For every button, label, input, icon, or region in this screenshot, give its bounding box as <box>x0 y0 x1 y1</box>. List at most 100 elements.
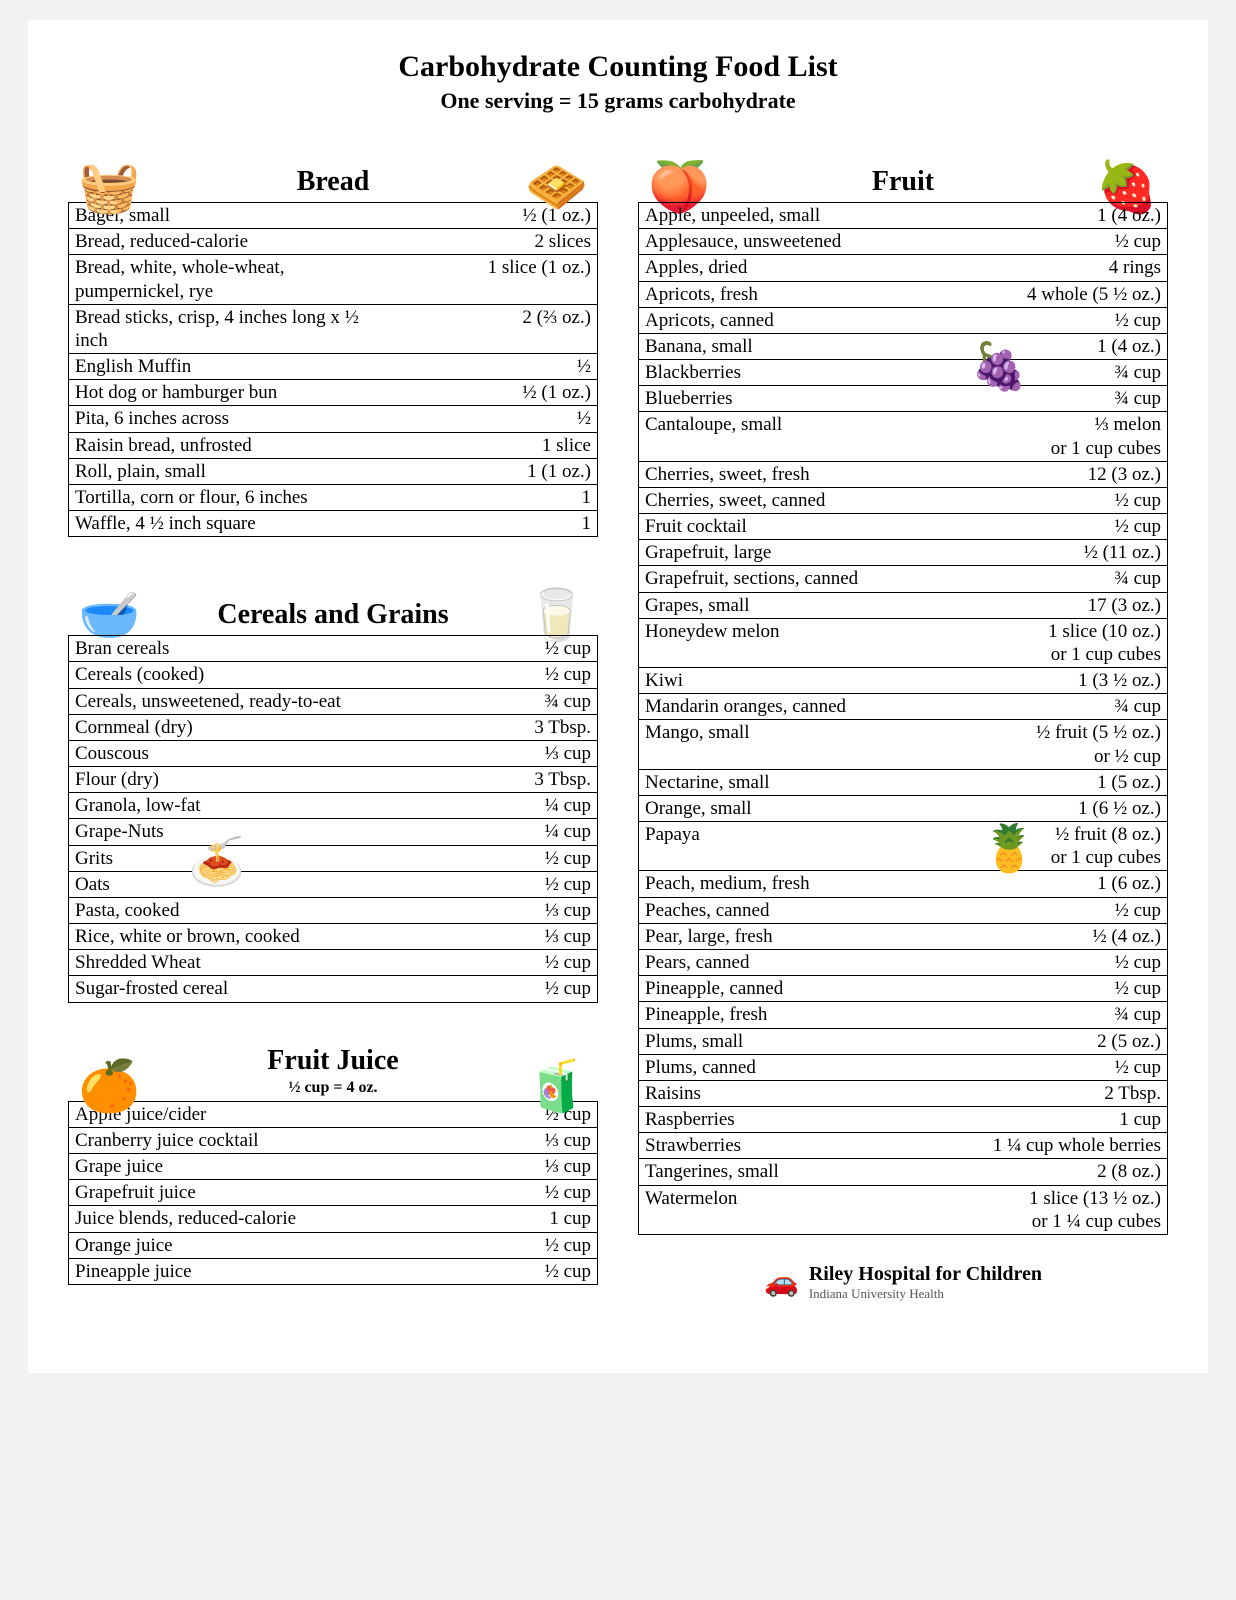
food-name: Hot dog or hamburger bun <box>69 380 394 406</box>
food-amount: ½ (4 oz.) <box>964 923 1168 949</box>
food-amount: ¾ cup <box>964 360 1168 386</box>
food-amount: ½ cup <box>394 1232 598 1258</box>
food-name: Grape-Nuts <box>69 819 394 845</box>
food-amount: ¾ cup <box>394 688 598 714</box>
food-name: Watermelon <box>639 1185 964 1234</box>
food-amount: 2 (⅔ oz.) <box>394 304 598 353</box>
food-amount: ⅓ cup <box>394 1153 598 1179</box>
table-row: Bran cereals½ cup <box>69 636 598 662</box>
table-row: Cantaloupe, small⅓ melonor 1 cup cubes <box>639 412 1168 461</box>
food-name: Cereals, unsweetened, ready-to-eat <box>69 688 394 714</box>
org-name: Riley Hospital for Children <box>809 1263 1042 1286</box>
section-fruit: 🍑 Fruit 🍓 🍇 🍍 Apple, unpeeled, small1 (4… <box>638 132 1168 1235</box>
section-heading-cereals: Cereals and Grains <box>68 599 598 631</box>
footer: 🚗 Riley Hospital for Children Indiana Un… <box>638 1263 1168 1302</box>
table-row: Apricots, fresh4 whole (5 ½ oz.) <box>639 281 1168 307</box>
food-name: Pear, large, fresh <box>639 923 964 949</box>
food-amount: 3 Tbsp. <box>394 714 598 740</box>
cereal-box-icon: 🥛 <box>526 590 588 640</box>
food-name: Grapes, small <box>639 592 964 618</box>
food-amount: 1 slice (13 ½ oz.)or 1 ¼ cup cubes <box>964 1185 1168 1234</box>
bowl-icon: 🥣 <box>78 590 140 640</box>
table-row: Banana, small1 (4 oz.) <box>639 333 1168 359</box>
food-amount: ½ cup <box>964 976 1168 1002</box>
food-name: Apple, unpeeled, small <box>639 203 964 229</box>
table-row: Flour (dry)3 Tbsp. <box>69 767 598 793</box>
section-heading-juice: Fruit Juice <box>68 1045 598 1077</box>
food-amount: 1 <box>394 484 598 510</box>
table-row: Grits½ cup <box>69 845 598 871</box>
table-row: Honeydew melon1 slice (10 oz.)or 1 cup c… <box>639 618 1168 667</box>
food-name: Rice, white or brown, cooked <box>69 924 394 950</box>
left-column: 🧺 Bread 🧇 Bagel, small½ (1 oz.)Bread, re… <box>68 132 598 1313</box>
food-amount: ½ (1 oz.) <box>394 380 598 406</box>
food-amount: ½ cup <box>964 229 1168 255</box>
table-row: Watermelon1 slice (13 ½ oz.)or 1 ¼ cup c… <box>639 1185 1168 1234</box>
food-amount: ½ (11 oz.) <box>964 540 1168 566</box>
food-name: Pears, canned <box>639 949 964 975</box>
food-name: Raisin bread, unfrosted <box>69 432 394 458</box>
food-name: Plums, small <box>639 1028 964 1054</box>
page: Carbohydrate Counting Food List One serv… <box>28 20 1208 1373</box>
food-name: Honeydew melon <box>639 618 964 667</box>
table-row: Raisins2 Tbsp. <box>639 1080 1168 1106</box>
columns: 🧺 Bread 🧇 Bagel, small½ (1 oz.)Bread, re… <box>68 132 1168 1313</box>
table-row: Papaya½ fruit (8 oz.)or 1 cup cubes <box>639 822 1168 871</box>
food-amount: 3 Tbsp. <box>394 767 598 793</box>
table-row: Bread, white, whole-wheat, pumpernickel,… <box>69 255 598 304</box>
section-heading-fruit: Fruit <box>638 166 1168 198</box>
food-amount: 1 (6 oz.) <box>964 871 1168 897</box>
food-name: Tortilla, corn or flour, 6 inches <box>69 484 394 510</box>
food-name: Granola, low-fat <box>69 793 394 819</box>
food-amount: ¼ cup <box>394 793 598 819</box>
table-row: Bagel, small½ (1 oz.) <box>69 203 598 229</box>
food-name: Grape juice <box>69 1153 394 1179</box>
food-name: Mandarin oranges, canned <box>639 694 964 720</box>
table-row: Orange, small1 (6 ½ oz.) <box>639 795 1168 821</box>
food-name: Cranberry juice cocktail <box>69 1127 394 1153</box>
food-name: Kiwi <box>639 668 964 694</box>
food-amount: 2 slices <box>394 229 598 255</box>
table-row: Raspberries1 cup <box>639 1107 1168 1133</box>
org-logo-icon: 🚗 <box>764 1265 799 1299</box>
food-amount: ½ cup <box>964 307 1168 333</box>
table-row: Granola, low-fat¼ cup <box>69 793 598 819</box>
food-name: Plums, canned <box>639 1054 964 1080</box>
food-name: Orange juice <box>69 1232 394 1258</box>
food-amount: ½ cup <box>394 845 598 871</box>
fruit-table-wrap: 🍇 🍍 Apple, unpeeled, small1 (4 oz.)Apple… <box>638 202 1168 1235</box>
food-amount: ½ cup <box>964 949 1168 975</box>
food-amount: ½ cup <box>394 662 598 688</box>
food-amount: ½ <box>394 406 598 432</box>
food-name: Papaya <box>639 822 964 871</box>
table-row: Rice, white or brown, cooked⅓ cup <box>69 924 598 950</box>
food-name: Peaches, canned <box>639 897 964 923</box>
food-amount: ⅓ cup <box>394 1127 598 1153</box>
food-amount: ⅓ cup <box>394 897 598 923</box>
table-row: English Muffin½ <box>69 354 598 380</box>
table-cereals: Bran cereals½ cupCereals (cooked)½ cupCe… <box>68 635 598 1002</box>
food-amount: ½ <box>394 354 598 380</box>
food-amount: ¾ cup <box>964 694 1168 720</box>
food-amount: 1 (4 oz.) <box>964 333 1168 359</box>
food-name: Bran cereals <box>69 636 394 662</box>
org-sub: Indiana University Health <box>809 1286 1042 1302</box>
juice-box-icon: 🧃 <box>526 1061 588 1111</box>
food-amount: ¼ cup <box>394 819 598 845</box>
food-name: Grapefruit, sections, canned <box>639 566 964 592</box>
food-name: Pineapple juice <box>69 1258 394 1284</box>
table-row: Nectarine, small1 (5 oz.) <box>639 769 1168 795</box>
bread-basket-icon: 🧺 <box>78 162 140 212</box>
food-name: Pineapple, fresh <box>639 1002 964 1028</box>
food-name: Cantaloupe, small <box>639 412 964 461</box>
food-amount: ½ cup <box>964 514 1168 540</box>
section-subhead-juice: ½ cup = 4 oz. <box>68 1079 598 1097</box>
food-amount: ½ fruit (5 ½ oz.)or ½ cup <box>964 720 1168 769</box>
table-row: Grapefruit, sections, canned¾ cup <box>639 566 1168 592</box>
food-amount: 4 rings <box>964 255 1168 281</box>
food-name: Raspberries <box>639 1107 964 1133</box>
food-name: Tangerines, small <box>639 1159 964 1185</box>
table-row: Tangerines, small2 (8 oz.) <box>639 1159 1168 1185</box>
table-row: Strawberries1 ¼ cup whole berries <box>639 1133 1168 1159</box>
food-name: Bread sticks, crisp, 4 inches long x ½ i… <box>69 304 394 353</box>
